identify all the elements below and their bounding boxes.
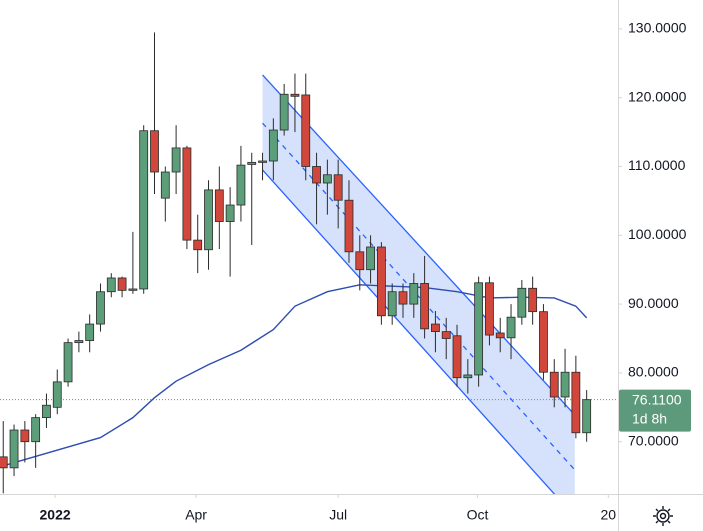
- candle-body: [528, 287, 538, 313]
- candle-body: [204, 189, 213, 251]
- y-tick-label: 120.0000: [628, 88, 687, 104]
- candle-body: [474, 282, 484, 376]
- candle-body: [214, 189, 224, 222]
- candle-body: [366, 246, 375, 271]
- y-tick-label: 80.0000: [628, 364, 679, 380]
- candle-body: [301, 94, 311, 167]
- candle-body: [258, 160, 267, 163]
- candle-body: [376, 246, 386, 317]
- candle-body: [117, 277, 127, 291]
- candle-body: [539, 311, 548, 373]
- candle-body: [312, 166, 321, 184]
- x-tick-label: 20: [600, 507, 616, 523]
- y-tick-label: 90.0000: [628, 295, 679, 311]
- candle-body: [182, 147, 192, 241]
- candle-body: [74, 340, 84, 344]
- candle-body: [106, 277, 116, 293]
- candle-body: [96, 291, 105, 325]
- channel-lower: [262, 169, 556, 494]
- candle-body: [290, 93, 300, 97]
- candle-body: [420, 283, 430, 330]
- channel-upper: [262, 74, 576, 416]
- candle-body: [344, 199, 354, 253]
- candle-body: [549, 371, 559, 398]
- candle-body: [506, 316, 516, 339]
- candle-body: [387, 291, 397, 317]
- candle-body: [0, 456, 8, 469]
- candle-body: [279, 93, 289, 131]
- candle-body: [85, 323, 95, 341]
- settings-icon[interactable]: [653, 506, 673, 526]
- y-tick-label: 100.0000: [628, 226, 687, 242]
- candle-body: [409, 283, 419, 305]
- last-price-label: 76.1100: [632, 391, 682, 407]
- candle-body: [139, 130, 149, 290]
- candle-body: [42, 404, 51, 419]
- candle-body: [398, 291, 408, 305]
- candle-body: [431, 323, 440, 333]
- candle-body: [322, 174, 332, 184]
- candle-body: [441, 331, 451, 339]
- candle-body: [247, 161, 257, 165]
- candle-body: [485, 282, 494, 336]
- candle-body: [268, 129, 278, 162]
- candle-body: [193, 239, 203, 251]
- candle-body: [20, 429, 30, 443]
- candle-body: [571, 371, 581, 434]
- countdown-label: 1d 8h: [632, 410, 667, 426]
- candle-body: [63, 342, 73, 383]
- candle-body: [52, 381, 62, 408]
- candle-body: [452, 335, 462, 379]
- candle-body: [171, 147, 181, 173]
- candle-body: [128, 288, 138, 291]
- y-tick-label: 70.0000: [628, 432, 679, 448]
- candle-body: [495, 332, 505, 339]
- candle-body: [9, 429, 19, 469]
- candle-body: [31, 417, 41, 443]
- x-tick-label: Jul: [329, 507, 347, 523]
- last-price-box: [619, 389, 691, 432]
- x-tick-label: Apr: [185, 507, 207, 523]
- x-tick-label: Oct: [467, 507, 489, 523]
- candle-body: [225, 204, 235, 222]
- channel-middle: [262, 122, 576, 471]
- candle-body: [160, 171, 170, 199]
- candle-body: [463, 374, 473, 379]
- candle-body: [355, 251, 365, 271]
- x-tick-label: 2022: [40, 507, 71, 523]
- candle-body: [517, 287, 527, 318]
- y-tick-label: 130.0000: [628, 20, 687, 36]
- candle-body: [560, 371, 570, 398]
- y-tick-label: 110.0000: [628, 157, 686, 173]
- candle-body: [236, 164, 246, 206]
- candle-body: [150, 130, 159, 173]
- candle-body: [582, 399, 592, 434]
- candle-body: [333, 174, 343, 201]
- plot-area: [0, 32, 618, 494]
